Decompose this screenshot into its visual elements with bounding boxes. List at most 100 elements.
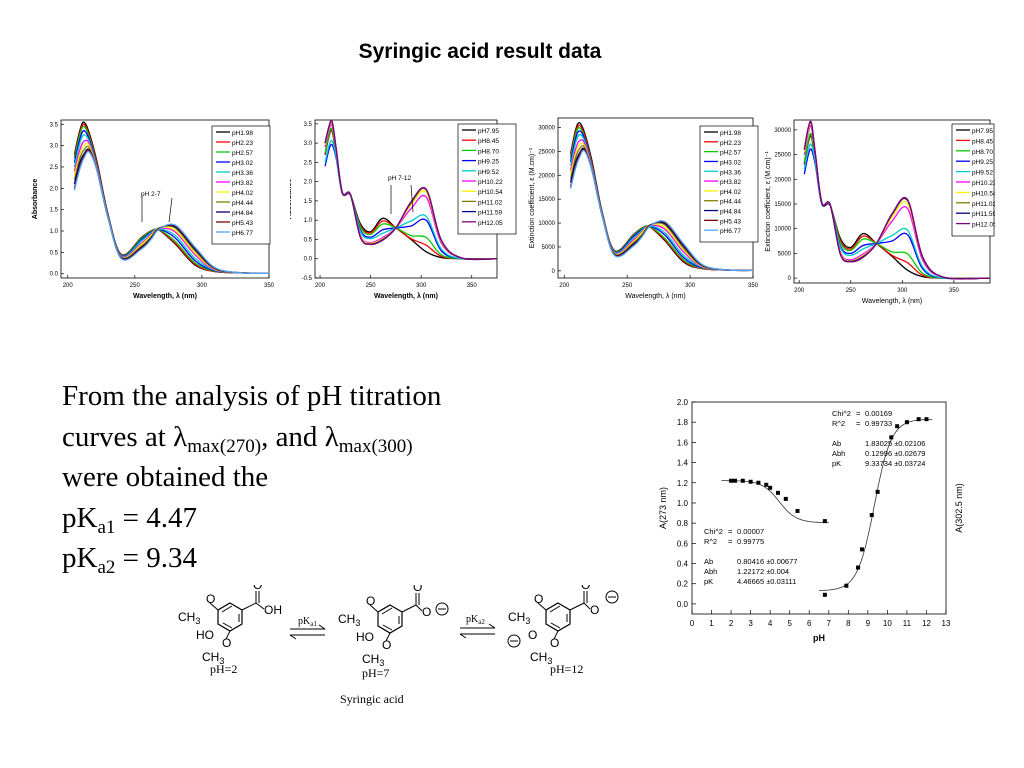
legend-label: pH9.52 [972, 170, 993, 177]
y-axis-label: Absorbance [32, 179, 39, 220]
y-tick-label: -0.5 [302, 276, 313, 282]
data-point [740, 478, 745, 483]
x-tick-label: 200 [794, 288, 805, 294]
x-tick-label: 11 [903, 619, 912, 628]
methyl-top: CH3 [178, 610, 200, 626]
x-tick-label: 9 [866, 619, 871, 628]
x-tick-label: 250 [366, 283, 377, 289]
legend-label: pH9.25 [972, 159, 993, 166]
legend-label: pH8.45 [972, 138, 993, 145]
pka1-arrow-label: pKa1 [298, 616, 317, 628]
phenolate-o-label: O [528, 628, 537, 642]
data-point [775, 490, 780, 495]
fit-top-eq: = [856, 419, 861, 428]
syringic-acid-caption: Syringic acid [340, 692, 404, 706]
x-tick-label: 350 [949, 288, 960, 294]
fit-bottom-param: pK [704, 577, 713, 586]
ph7-label: pH=7 [362, 666, 389, 680]
data-point [729, 478, 734, 483]
lambda-symbol: λ [173, 420, 188, 453]
x-tick-label: 300 [197, 283, 208, 289]
legend-label: pH4.02 [720, 189, 741, 196]
y-tick-label: 1.4 [677, 459, 689, 468]
spectrum-panel-2: -0.5 0.0 0.5 1.0 1.5 2.0 2.5 3.0 3.5 200 250 300 350… [290, 110, 525, 310]
extinction-ph2-7-chart: 0 5000 10000 15000 20000 25000 30000 200 250 300 3… [529, 117, 759, 300]
x-tick-label: 250 [846, 288, 857, 294]
fit-curve-273 [721, 480, 829, 523]
series-line-pH6-77 [569, 149, 754, 272]
fit-top-param: R^2 [832, 419, 845, 428]
methyl-bottom-2-ch: CH [362, 652, 379, 666]
results-line-3: were obtained the [62, 461, 269, 493]
y-tick-label: 0.0 [677, 600, 689, 609]
hydroxyl-ho-label: HO [196, 628, 214, 642]
legend-label: pH10.54 [478, 189, 503, 196]
legend-label: pH10.22 [478, 179, 503, 186]
data-point [768, 485, 773, 490]
deprotonation-scheme: O OH O CH3 HO O CH3 pH=2 pKa1 O O O CH3 … [178, 585, 619, 706]
data-point [732, 478, 737, 483]
legend-label: pH11.59 [478, 210, 502, 217]
y-tick-label: 5000 [778, 251, 792, 257]
series-line-pH9-52 [803, 143, 991, 280]
legend-label: pH5.43 [232, 220, 253, 227]
x-tick-label: 2 [729, 619, 734, 628]
page-title: Syringic acid result data [358, 40, 602, 63]
series-line-pH9-25 [803, 148, 991, 280]
series-line-pH3-36 [73, 134, 270, 274]
legend-label: pH3.82 [720, 179, 741, 186]
methyl-top-3: CH3 [508, 610, 530, 626]
legend-label: pH11.02 [972, 201, 995, 208]
data-point [869, 513, 874, 518]
methyl-bottom-ch: CH [202, 650, 219, 664]
fit-bottom-eq: = [728, 537, 733, 546]
legend-label: pH8.70 [478, 148, 499, 155]
y-axis-label: Extinction coefficient, ε (M.cm)⁻¹ [765, 151, 772, 252]
y-tick-label: 1.0 [304, 218, 313, 224]
data-point [783, 496, 788, 501]
molecule-ph7: O O O CH3 HO O CH3 [338, 585, 449, 668]
y-tick-label: 0.5 [304, 237, 313, 243]
carboxylate-o-label: O [422, 605, 431, 619]
data-point [764, 482, 769, 487]
data-point [822, 519, 827, 524]
y-tick-label: 10000 [538, 221, 555, 227]
legend-box [699, 125, 759, 243]
x-tick-label: 200 [559, 283, 570, 289]
legend-label: pH2.57 [232, 150, 253, 157]
series-line-pH4-02 [569, 142, 754, 272]
y-tick-label: 1.0 [50, 229, 59, 235]
fit-bottom-value: 4.46665 ±0.03111 [737, 577, 796, 586]
methyl-bottom-sub: 3 [219, 656, 224, 666]
data-point [889, 435, 894, 440]
spectrum-panel-3: 0 5000 10000 15000 20000 25000 30000 200 250 300 3… [528, 110, 763, 310]
legend-label: pH4.84 [720, 209, 741, 216]
legend-label: pH8.70 [972, 149, 993, 156]
plot-frame [691, 401, 947, 615]
methyl-top-3-ch: CH [508, 610, 525, 624]
equilibrium-arrow-2: pKa2 [459, 614, 496, 639]
carbonyl-o-label-3: O [581, 585, 590, 592]
y-tick-label: 2.5 [50, 165, 59, 171]
y-tick-label: 2.5 [304, 160, 313, 166]
x-tick-label: 10 [883, 619, 892, 628]
legend-box [211, 125, 271, 245]
methyl-bottom-2-sub: 3 [379, 658, 384, 668]
molecule-ph2: O OH O CH3 HO O CH3 [178, 585, 282, 666]
extinction-ph7-12-chart: 0 5000 10000 15000 20000 25000 30000 200 250 300 3… [765, 119, 995, 305]
methoxy-o-top: O [206, 592, 215, 606]
series-line-pH12-05 [324, 119, 498, 261]
x-tick-label: 7 [827, 619, 832, 628]
y-tick-label: 20000 [774, 177, 791, 183]
x-tick-label: 350 [748, 283, 759, 289]
series-line-pH4-44 [569, 145, 754, 272]
y-tick-label: 3.5 [304, 122, 313, 128]
ph-range-annotation: pH 2-7 [141, 191, 161, 198]
y-tick-label: 1.8 [677, 418, 689, 427]
y-tick-label: 0.0 [50, 272, 59, 278]
methoxy-o-bottom: O [222, 636, 231, 650]
y-tick-label: 1.0 [677, 499, 689, 508]
pka2-arrow-label: pKa2 [466, 614, 485, 626]
y-tick-label: 1.5 [50, 208, 59, 214]
fit-curve-302 [819, 418, 933, 591]
